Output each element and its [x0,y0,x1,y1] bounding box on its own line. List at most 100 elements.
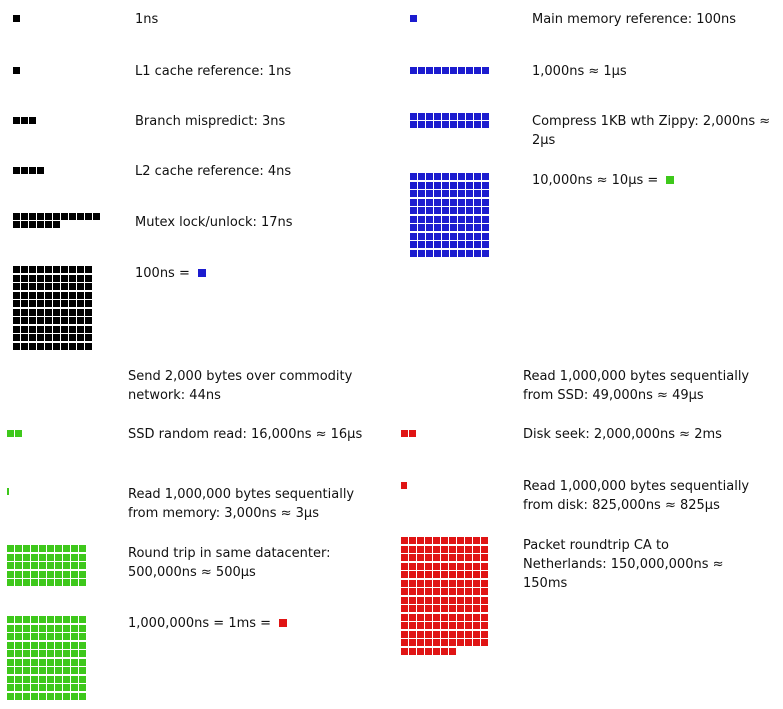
latency-square [13,117,20,124]
latency-square [433,588,440,595]
latency-square [482,173,489,180]
latency-square [474,241,481,248]
latency-square [410,249,417,257]
latency-square [465,579,472,587]
latency-square [61,325,68,333]
latency-square [401,605,408,612]
latency-square [434,224,441,231]
latency-square [37,221,44,228]
latency-square [7,570,14,578]
latency-square [31,658,38,666]
latency-square [442,113,449,120]
latency-square [434,190,441,197]
latency-square [77,283,84,290]
entry-label: Read 1,000,000 bytes sequentially from S… [523,369,750,403]
latency-square [31,684,38,691]
latency-square [457,554,464,561]
latency-square [53,274,60,282]
latency-square [465,622,472,629]
latency-square [482,241,489,248]
latency-square [482,121,489,128]
latency-square [47,658,54,666]
latency-square [474,121,481,128]
latency-square [466,207,473,214]
latency-square [458,249,465,257]
latency-square [426,121,433,128]
latency-square [441,639,448,646]
latency-square [401,613,408,621]
latency-square [449,630,456,638]
equals-square [666,176,675,184]
latency-square [93,213,100,220]
latency-square [39,675,46,683]
latency-square [77,342,84,350]
latency-square [441,613,448,621]
latency-square [79,553,86,561]
latency-square [458,173,465,180]
latency-square [434,215,441,223]
latency-square [418,173,425,180]
entry-label: Send 2,000 bytes over commodity network:… [128,369,353,403]
latency-square [79,667,86,674]
latency-square [482,232,489,240]
latency-square [473,596,480,604]
latency-square [465,639,472,646]
latency-square [481,596,488,604]
latency-square [481,562,488,570]
latency-square [69,342,76,350]
latency-square [465,596,472,604]
latency-square [401,545,408,553]
latency-square [77,274,84,282]
latency-square [482,198,489,206]
latency-square [85,334,92,341]
latency-square [410,121,417,128]
latency-square [409,588,416,595]
latency-square [401,562,408,570]
entry-label: Compress 1KB wth Zippy: 2,000ns ≈ 2µs [532,114,771,148]
latency-square [450,67,457,74]
latency-square [23,650,30,657]
latency-square [466,113,473,120]
latency-square [85,317,92,324]
latency-square [47,545,54,552]
latency-square [450,232,457,240]
latency-square [465,571,472,578]
latency-square [31,570,38,578]
latency-square [7,667,14,674]
latency-square [77,266,84,273]
latency-square [449,605,456,612]
latency-square [401,579,408,587]
latency-square [482,190,489,197]
latency-square [55,641,62,649]
latency-square [53,213,60,220]
latency-square [449,579,456,587]
entry-label-text: 100ns = [135,266,194,281]
latency-square [21,317,28,324]
latency-square [449,545,456,553]
latency-square [63,684,70,691]
entry-label: Read 1,000,000 bytes sequentially from m… [128,487,355,521]
latency-square [61,300,68,307]
latency-square [45,291,52,299]
latency-square [433,545,440,553]
entry-label: 1,000,000ns = 1ms = [128,614,368,633]
latency-square [433,630,440,638]
latency-square [47,641,54,649]
latency-square [441,571,448,578]
latency-square [79,624,86,632]
latency-square [442,121,449,128]
latency-square [29,342,36,350]
latency-square [418,224,425,231]
latency-square [71,692,78,700]
latency-square [417,639,424,646]
latency-square [474,190,481,197]
latency-square [417,622,424,629]
latency-square [15,624,22,632]
latency-square [433,639,440,646]
latency-square [401,571,408,578]
latency-square [401,430,408,437]
latency-square [481,613,488,621]
latency-square [47,692,54,700]
latency-square [417,545,424,553]
latency-square [426,215,433,223]
